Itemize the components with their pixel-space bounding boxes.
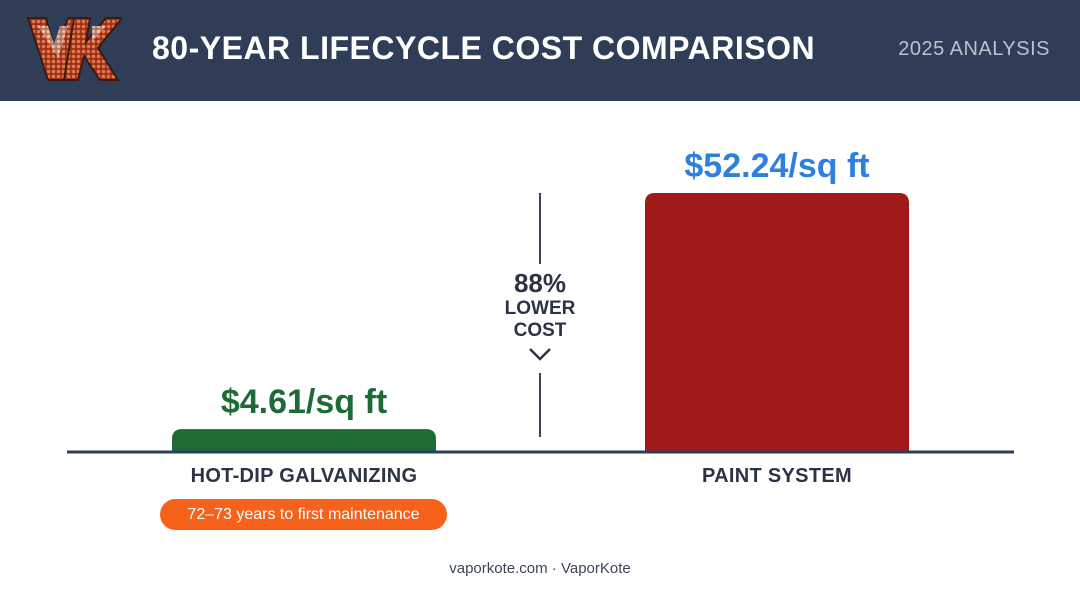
annotation-line2: COST [514, 320, 567, 341]
category-label-galvanizing: HOT-DIP GALVANIZING [190, 465, 418, 487]
bar-chart: 88% LOWER COST $4.61/sq ft $52.24/sq ft [67, 147, 1014, 454]
annotation-value: 88% [514, 268, 566, 298]
annotation-line1: LOWER [505, 298, 576, 319]
chevron-down-icon [529, 348, 551, 361]
header-bar: 80-YEAR LIFECYCLE COST COMPARISON 2025 A… [0, 0, 1080, 101]
category-label-paint: PAINT SYSTEM [702, 465, 852, 487]
bar-paint [645, 193, 909, 452]
bar-galvanizing [172, 429, 436, 452]
footer-source: vaporkote.com · VaporKote [449, 560, 631, 577]
analysis-year-tag: 2025 ANALYSIS [898, 38, 1050, 60]
chart-title: 80-YEAR LIFECYCLE COST COMPARISON [152, 30, 816, 66]
value-label-paint: $52.24/sq ft [684, 147, 869, 185]
maintenance-note-badge: 72–73 years to first maintenance [160, 499, 447, 530]
value-label-galvanizing: $4.61/sq ft [221, 383, 387, 421]
vaporkote-logo [26, 17, 122, 81]
